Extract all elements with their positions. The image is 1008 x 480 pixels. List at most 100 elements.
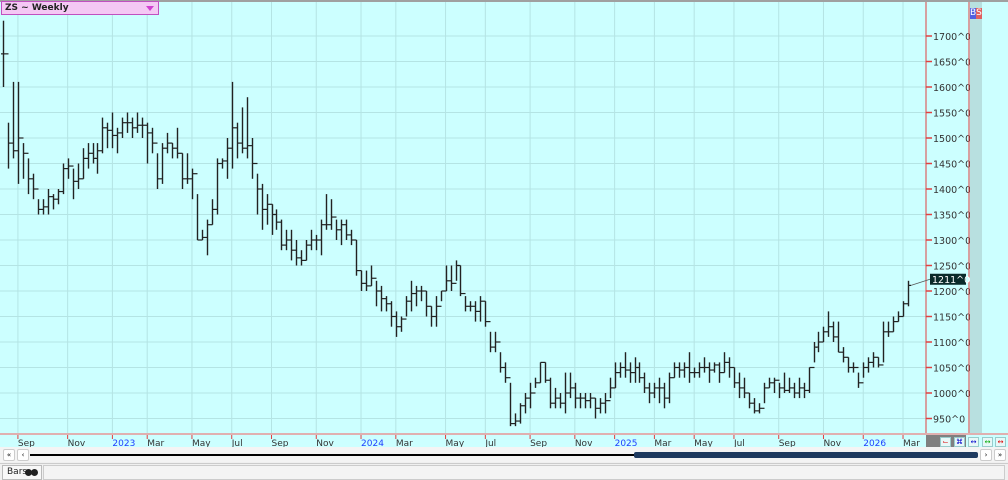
price-bar bbox=[364, 270, 369, 291]
price-bar bbox=[26, 152, 31, 195]
scroll-end-icon[interactable]: » bbox=[994, 449, 1006, 461]
x-tick-label: 2026 bbox=[863, 439, 886, 447]
price-bar bbox=[826, 311, 831, 337]
price-bar bbox=[856, 366, 861, 388]
time-axis: Sep Nov 2023 Mar May Jul Sep Nov 2024 Mar May Jul Se… bbox=[0, 433, 1008, 447]
scroll-left-icon[interactable]: ‹ bbox=[17, 449, 29, 461]
x-tick-label: 2024 bbox=[361, 439, 384, 447]
x-tick-label: Jul bbox=[484, 439, 496, 447]
scroll-start-icon[interactable]: « bbox=[3, 449, 15, 461]
price-bar bbox=[170, 142, 175, 159]
price-bar bbox=[66, 158, 71, 179]
price-bar bbox=[294, 240, 299, 266]
tab-bars[interactable]: Bars bbox=[2, 465, 42, 480]
price-bar bbox=[200, 229, 205, 241]
price-bar bbox=[707, 362, 712, 383]
nav-first-icon[interactable]: ⌙ bbox=[940, 437, 951, 447]
price-bar bbox=[782, 372, 787, 393]
price-bar bbox=[652, 382, 657, 399]
price-bar bbox=[46, 189, 51, 215]
price-bar bbox=[717, 362, 722, 383]
buy-button[interactable]: B bbox=[970, 8, 977, 19]
last-price-leader bbox=[910, 278, 931, 286]
price-bar bbox=[623, 352, 628, 378]
price-bar bbox=[110, 112, 115, 149]
right-side-strip bbox=[970, 2, 982, 433]
price-bar bbox=[702, 357, 707, 373]
price-bar bbox=[225, 138, 230, 179]
x-tick-label: May bbox=[192, 439, 211, 447]
price-bar bbox=[215, 158, 220, 215]
price-bar bbox=[633, 357, 638, 383]
price-bar bbox=[210, 199, 215, 226]
nav-expand-icon[interactable]: ↔ bbox=[982, 437, 993, 447]
price-bar bbox=[896, 311, 901, 323]
price-bar bbox=[175, 127, 180, 159]
price-bar bbox=[463, 292, 468, 312]
price-bar bbox=[667, 372, 672, 404]
price-bar bbox=[538, 361, 543, 384]
scroll-thumb[interactable] bbox=[634, 452, 978, 458]
y-tick-label: 1350^0 bbox=[933, 211, 971, 222]
x-tick-label: Jul bbox=[231, 439, 243, 447]
price-bar bbox=[608, 377, 613, 402]
price-bar bbox=[414, 285, 419, 307]
price-bar bbox=[6, 53, 11, 169]
price-bar bbox=[588, 393, 593, 409]
price-chart[interactable]: 950^0 1000^0 1050^0 1100^0 1150^0 1200^0 1250^… bbox=[0, 2, 1008, 433]
bottom-tabbar: Bars bbox=[0, 463, 1008, 480]
price-bar bbox=[86, 143, 91, 169]
x-tick-label: Mar bbox=[396, 439, 413, 447]
nav-reset-icon[interactable]: ↔ bbox=[995, 437, 1006, 447]
nav-shrink-icon[interactable]: ↔ bbox=[968, 437, 979, 447]
x-tick-label: Jul bbox=[733, 439, 745, 447]
x-tick-label: Sep bbox=[530, 439, 547, 447]
price-bar bbox=[642, 372, 647, 393]
x-tick-label: May bbox=[694, 439, 713, 447]
price-bar bbox=[369, 265, 374, 287]
price-bar bbox=[71, 165, 76, 200]
x-tick-label: Nov bbox=[68, 439, 86, 447]
price-bar bbox=[31, 173, 36, 200]
price-bar bbox=[598, 398, 603, 414]
price-bar bbox=[722, 352, 727, 374]
buy-sell-buttons[interactable]: B S bbox=[970, 8, 982, 19]
price-bar bbox=[354, 239, 359, 276]
price-bar bbox=[871, 352, 876, 368]
dropdown-arrow-icon[interactable] bbox=[146, 6, 154, 11]
price-bar bbox=[399, 316, 404, 332]
price-bar bbox=[394, 311, 399, 337]
price-bar bbox=[498, 341, 503, 373]
price-bar bbox=[603, 393, 608, 414]
price-bar bbox=[523, 393, 528, 414]
price-bar bbox=[41, 199, 46, 215]
price-bar bbox=[757, 403, 762, 414]
sell-button[interactable]: S bbox=[976, 8, 982, 19]
price-bar bbox=[697, 362, 702, 378]
y-tick-label: 1250^0 bbox=[933, 262, 971, 273]
price-bar bbox=[637, 362, 642, 383]
time-scrollbar[interactable]: « ‹ › » bbox=[0, 447, 1008, 462]
price-bar bbox=[742, 377, 747, 399]
symbol-selector[interactable]: ZS ~ Weekly bbox=[1, 1, 159, 15]
price-bar bbox=[190, 168, 195, 200]
price-bar bbox=[389, 301, 394, 327]
price-bar bbox=[419, 285, 424, 302]
scroll-right-icon[interactable]: › bbox=[980, 449, 992, 461]
last-price-label: 1211^0 bbox=[932, 275, 970, 286]
chart-plot-area[interactable]: 950^0 1000^0 1050^0 1100^0 1150^0 1200^0 1250^… bbox=[0, 2, 1008, 433]
price-bar bbox=[449, 265, 454, 291]
price-bar bbox=[56, 189, 61, 205]
price-bar bbox=[593, 397, 598, 419]
price-bar bbox=[334, 216, 339, 240]
price-bar bbox=[797, 377, 802, 399]
scroll-track[interactable] bbox=[30, 454, 978, 456]
price-bar bbox=[115, 127, 120, 154]
price-bar bbox=[61, 163, 66, 195]
price-bar bbox=[180, 152, 185, 189]
price-bar bbox=[265, 194, 270, 225]
price-bar bbox=[906, 280, 911, 307]
nav-zoom-icon[interactable]: ⌘ bbox=[954, 437, 965, 447]
x-tick-label: Mar bbox=[147, 439, 164, 447]
x-tick-label: 2025 bbox=[615, 439, 638, 447]
